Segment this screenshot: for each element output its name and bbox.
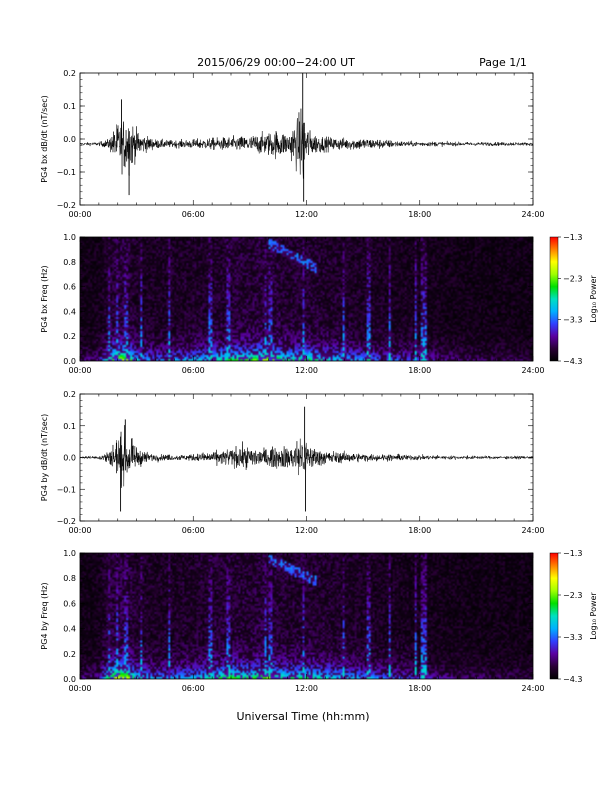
x-tick-label: 12:00 [295, 684, 318, 693]
y-tick-label: 1.0 [63, 549, 76, 558]
x-tick-label: 00:00 [68, 210, 91, 219]
y-tick-label: 0.2 [63, 650, 76, 659]
colorbar-label: Log₁₀ Power [589, 275, 598, 323]
panel-bx-dbdt: 00:00 06:00 12:00 18:00 24:00 0.2 0.1 0.0 −0.1 −0… [40, 69, 545, 219]
y-tick-label: −0.1 [57, 168, 76, 177]
y-tick-label: 0.6 [63, 599, 76, 608]
y-tick-label: −0.2 [57, 201, 76, 210]
colorbar-tick-label: −1.3 [563, 549, 582, 558]
x-tick-label: 00:00 [68, 366, 91, 375]
colorbar-tick-label: −3.3 [563, 633, 582, 642]
y-tick-label: 0.1 [63, 102, 76, 111]
y-tick-label: 0.0 [63, 454, 76, 463]
panel-by-spectrogram: 00:00 06:00 12:00 18:00 24:00 1.0 0.8 0.6 0.4 0.2… [40, 549, 598, 693]
spectrogram-image [80, 553, 533, 679]
colorbar-tick-label: −2.3 [563, 274, 582, 283]
y-tick-label: −0.1 [57, 485, 76, 494]
x-tick-label: 18:00 [408, 684, 431, 693]
y-tick-label: 0.6 [63, 283, 76, 292]
y-tick-label: 0.8 [63, 574, 76, 583]
y-tick-label: 0.0 [63, 357, 76, 366]
x-axis-label: Universal Time (hh:mm) [237, 710, 370, 723]
panel-bx-spectrogram: 00:00 06:00 12:00 18:00 24:00 1.0 0.8 0.6 0.4 0.2… [40, 233, 598, 375]
panel-by-dbdt: 00:00 06:00 12:00 18:00 24:00 0.2 0.1 0.0 −0.1 −0… [40, 390, 545, 535]
x-tick-label: 06:00 [182, 366, 205, 375]
x-tick-label: 18:00 [408, 210, 431, 219]
x-tick-label: 24:00 [521, 210, 544, 219]
y-tick-label: 0.2 [63, 390, 76, 399]
colorbar-tick-label: −2.3 [563, 591, 582, 600]
x-tick-label: 06:00 [182, 526, 205, 535]
x-tick-label: 12:00 [295, 526, 318, 535]
x-tick-label: 12:00 [295, 366, 318, 375]
y-tick-label: 0.2 [63, 69, 76, 78]
series-line [79, 108, 534, 179]
x-tick-label: 12:00 [295, 210, 318, 219]
y-tick-label: 0.1 [63, 422, 76, 431]
colorbar [549, 552, 559, 680]
x-tick-label: 06:00 [182, 684, 205, 693]
colorbar-tick-label: −4.3 [563, 675, 582, 684]
x-tick-label: 06:00 [182, 210, 205, 219]
series-line [79, 425, 534, 488]
y-tick-label: 1.0 [63, 233, 76, 242]
x-tick-label: 24:00 [521, 366, 544, 375]
y-axis-label: PG4 bx dB/dt (nT/sec) [40, 95, 49, 182]
x-tick-label: 24:00 [521, 684, 544, 693]
colorbar-tick-label: −3.3 [563, 316, 582, 325]
x-tick-label: 18:00 [408, 366, 431, 375]
y-axis-label: PG4 by Freq (Hz) [40, 582, 49, 649]
chart-title: 2015/06/29 00:00−24:00 UT [197, 56, 355, 69]
y-axis-label: PG4 by dB/dt (nT/sec) [40, 414, 49, 501]
y-tick-label: 0.0 [63, 675, 76, 684]
colorbar [549, 236, 559, 362]
spectrogram-image [80, 237, 533, 361]
colorbar-tick-label: −1.3 [563, 233, 582, 242]
colorbar-tick-label: −4.3 [563, 357, 582, 366]
x-tick-label: 24:00 [521, 526, 544, 535]
y-tick-label: 0.2 [63, 332, 76, 341]
y-axis-label: PG4 bx Freq (Hz) [40, 265, 49, 332]
y-tick-label: −0.2 [57, 517, 76, 526]
x-tick-label: 00:00 [68, 526, 91, 535]
page-number: Page 1/1 [479, 56, 527, 69]
colorbar-label: Log₁₀ Power [589, 592, 598, 640]
y-tick-label: 0.8 [63, 258, 76, 267]
y-tick-label: 0.4 [63, 625, 76, 634]
x-tick-label: 18:00 [408, 526, 431, 535]
y-tick-label: 0.0 [63, 135, 76, 144]
x-tick-label: 00:00 [68, 684, 91, 693]
y-tick-label: 0.4 [63, 307, 76, 316]
